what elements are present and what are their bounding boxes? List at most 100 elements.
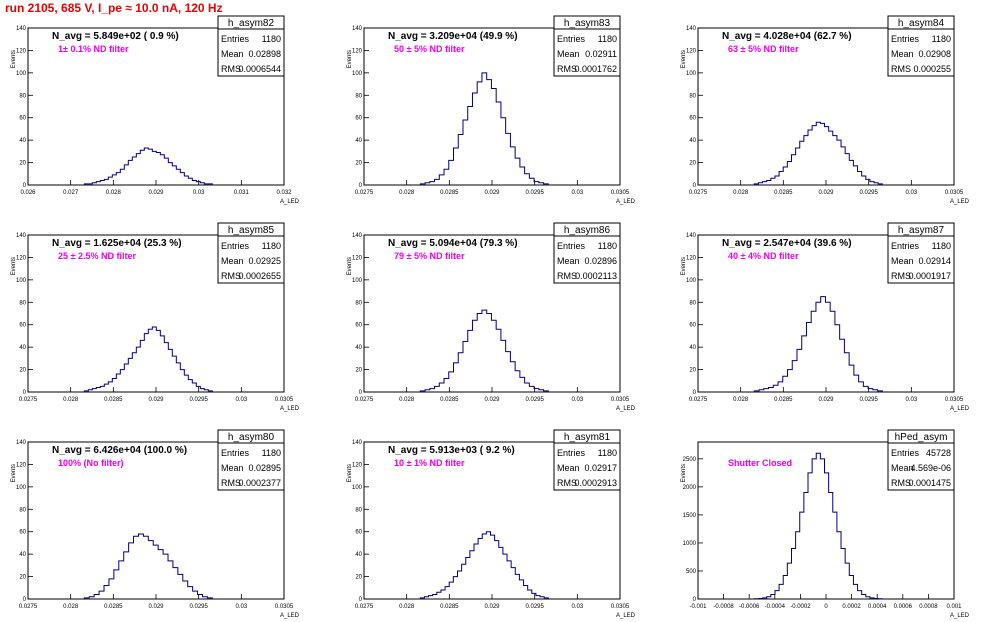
stats-label-rms: RMS (557, 478, 577, 488)
filter-annotation: 1± 0.1% ND filter (58, 44, 129, 54)
x-axis-label: A_LED (616, 406, 636, 412)
histogram-panel-h_asym83: Events A_LED 0 20 40 60 80 100 120 140 0.0275 0.028… (347, 15, 636, 205)
x-tick-label: 0.028 (63, 397, 79, 403)
x-tick-label: 0.0305 (275, 397, 294, 403)
y-tick-label: 0 (359, 390, 363, 396)
y-tick-label: 1500 (683, 513, 697, 519)
y-tick-label: 140 (16, 233, 27, 239)
y-tick-label: 40 (19, 345, 26, 351)
histogram-panel-h_asym84: Events A_LED 0 20 40 60 80 100 120 140 0.0275 0.028… (681, 15, 970, 205)
stats-value-mean: 0.02917 (584, 463, 617, 473)
stats-box (217, 429, 285, 491)
y-tick-label: 100 (352, 278, 363, 284)
y-tick-label: 60 (355, 116, 362, 122)
stats-label-entries: Entries (557, 34, 586, 44)
y-tick-label: 20 (689, 161, 696, 167)
x-tick-label: 0.028 (399, 397, 415, 403)
stats-label-mean: Mean (221, 49, 244, 59)
y-tick-label: 20 (19, 575, 26, 581)
stats-label-rms: RMS (891, 271, 911, 281)
x-tick-label: 0.0295 (859, 190, 878, 196)
x-tick-label: 0.0305 (275, 604, 294, 610)
stats-histogram-name: h_asym82 (228, 18, 275, 29)
x-tick-label: 0.0285 (774, 397, 793, 403)
y-tick-label: 1000 (683, 541, 697, 547)
filter-annotation: 25 ± 2.5% ND filter (58, 251, 136, 261)
y-tick-label: 80 (689, 93, 696, 99)
y-tick-label: 60 (689, 116, 696, 122)
y-tick-label: 0 (693, 183, 697, 189)
y-tick-label: 0 (693, 597, 697, 603)
x-tick-label: 0.0008 (919, 604, 938, 610)
stats-label-mean: Mean (221, 463, 244, 473)
x-tick-label: 0.0275 (355, 190, 374, 196)
panel-title: N_avg = 1.625e+04 (25.3 %) (52, 238, 182, 249)
stats-histogram-name: h_asym81 (564, 432, 611, 443)
y-tick-label: 140 (16, 440, 27, 446)
stats-label-mean: Mean (891, 256, 914, 266)
stats-value-rms: 0.0001762 (574, 64, 617, 74)
x-tick-label: 0.028 (399, 190, 415, 196)
stats-value-mean: 0.02898 (248, 49, 281, 59)
panel-title: N_avg = 2.547e+04 (39.6 %) (722, 238, 852, 249)
x-tick-label: -0.0006 (739, 604, 760, 610)
y-tick-label: 100 (686, 278, 697, 284)
stats-value-entries: 45728 (926, 448, 951, 458)
x-tick-label: 0.027 (63, 190, 79, 196)
x-tick-label: 0.0275 (355, 604, 374, 610)
stats-value-rms: 0.0002913 (574, 478, 617, 488)
x-tick-label: 0.028 (733, 397, 749, 403)
stats-label-entries: Entries (221, 34, 250, 44)
x-tick-label: 0.0275 (689, 397, 708, 403)
x-tick-label: 0.0305 (611, 604, 630, 610)
x-axis-label: A_LED (616, 613, 636, 619)
y-tick-label: 140 (352, 233, 363, 239)
stats-label-rms: RMS (557, 64, 577, 74)
stats-histogram-name: h_asym87 (898, 225, 945, 236)
y-axis-label: Events (347, 464, 353, 482)
filter-annotation: 79 ± 5% ND filter (394, 251, 465, 261)
x-tick-label: 0.03 (571, 604, 583, 610)
histogram-panel-h_asym85: Events A_LED 0 20 40 60 80 100 120 140 0.0275 0.028… (11, 222, 300, 412)
stats-value-entries: 1180 (598, 241, 617, 251)
stats-box (217, 15, 285, 77)
y-tick-label: 140 (16, 26, 27, 32)
stats-label-entries: Entries (891, 34, 920, 44)
y-axis-label: Events (681, 464, 687, 482)
stats-label-rms: RMS (891, 478, 911, 488)
stats-value-mean: 0.02911 (585, 49, 617, 59)
y-tick-label: 120 (352, 462, 363, 468)
y-tick-label: 40 (689, 345, 696, 351)
panel-title: N_avg = 5.849e+02 ( 0.9 %) (52, 31, 179, 42)
x-tick-label: 0.03 (905, 190, 917, 196)
histogram-panel-hPed_asym: Events A_LED 0 500 1000 1500 2000 2500 -0.001 -0.… (681, 429, 970, 619)
histogram-panel-h_asym80: Events A_LED 0 20 40 60 80 100 120 140 0.0275 0.028… (11, 429, 300, 619)
y-tick-label: 40 (355, 552, 362, 558)
stats-value-rms: 0.000255 (913, 64, 951, 74)
y-tick-label: 20 (689, 368, 696, 374)
y-tick-label: 0 (23, 390, 27, 396)
x-tick-label: 0.0275 (19, 397, 38, 403)
stats-label-mean: Mean (557, 463, 580, 473)
filter-annotation: 10 ± 1% ND filter (394, 458, 465, 468)
y-tick-label: 100 (352, 71, 363, 77)
filter-annotation: 63 ± 5% ND filter (728, 44, 799, 54)
stats-histogram-name: h_asym80 (228, 432, 275, 443)
x-axis-label: A_LED (616, 199, 636, 205)
x-tick-label: -0.0002 (790, 604, 811, 610)
panel-title: N_avg = 3.209e+04 (49.9 %) (388, 31, 518, 42)
x-tick-label: 0.029 (148, 190, 164, 196)
x-axis-label: A_LED (950, 613, 970, 619)
y-tick-label: 20 (355, 575, 362, 581)
y-tick-label: 100 (16, 71, 27, 77)
y-tick-label: 100 (352, 485, 363, 491)
panel-title: N_avg = 4.028e+04 (62.7 %) (722, 31, 852, 42)
y-tick-label: 80 (689, 300, 696, 306)
y-tick-label: 40 (19, 138, 26, 144)
x-tick-label: 0.028 (106, 190, 122, 196)
stats-value-entries: 1180 (262, 448, 281, 458)
stats-value-entries: 1180 (598, 34, 617, 44)
x-tick-label: 0.029 (484, 190, 500, 196)
stats-value-rms: 0.0001917 (908, 271, 951, 281)
